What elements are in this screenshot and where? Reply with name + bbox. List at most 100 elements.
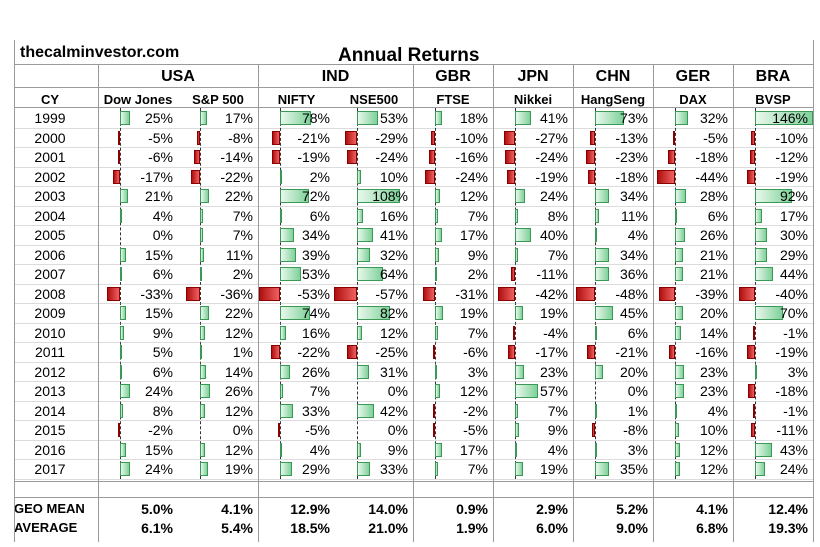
data-label: -16% bbox=[455, 149, 488, 165]
data-label: 24% bbox=[144, 461, 173, 477]
data-label: 19% bbox=[224, 461, 253, 477]
data-bar-positive bbox=[200, 384, 211, 398]
data-bar-positive bbox=[675, 384, 685, 398]
data-label: 17% bbox=[224, 110, 253, 126]
data-label: 24% bbox=[144, 383, 173, 399]
data-bar-positive bbox=[357, 403, 374, 418]
data-label: 1% bbox=[232, 344, 253, 360]
year-label: 1999 bbox=[34, 110, 66, 126]
data-bar-positive bbox=[435, 462, 438, 476]
data-label: -19% bbox=[775, 168, 808, 185]
data-label: -19% bbox=[775, 344, 808, 360]
data-bar-positive bbox=[357, 442, 361, 457]
data-label: 22% bbox=[224, 305, 253, 321]
data-bar-positive bbox=[120, 306, 126, 320]
year-label: 2015 bbox=[34, 422, 66, 438]
data-label: 9% bbox=[547, 422, 568, 438]
data-label: 23% bbox=[699, 383, 728, 399]
data-label: 10% bbox=[379, 168, 408, 185]
left-border bbox=[14, 40, 15, 542]
data-bar-positive bbox=[200, 345, 202, 359]
data-bar-positive bbox=[280, 306, 310, 320]
data-label: -11% bbox=[776, 422, 808, 438]
data-label: 9% bbox=[152, 324, 173, 341]
row-gridline bbox=[14, 264, 813, 265]
data-label: 2% bbox=[309, 168, 330, 185]
data-bar-positive bbox=[515, 364, 525, 379]
data-bar-positive bbox=[357, 169, 361, 184]
data-label: -16% bbox=[695, 344, 728, 360]
row-gridline bbox=[14, 283, 813, 285]
data-bar-positive bbox=[515, 111, 532, 125]
data-bar-positive bbox=[515, 247, 518, 262]
data-label: 23% bbox=[539, 363, 568, 380]
geo-mean-value: 4.1% bbox=[696, 501, 728, 517]
data-label: 7% bbox=[467, 461, 488, 477]
data-label: 23% bbox=[699, 363, 728, 380]
data-bar-positive bbox=[675, 364, 685, 379]
data-label: 33% bbox=[379, 461, 408, 477]
data-label: -18% bbox=[775, 383, 808, 399]
index-header: NSE500 bbox=[349, 92, 399, 107]
country-header: JPN bbox=[517, 68, 549, 85]
data-label: -29% bbox=[375, 129, 408, 146]
data-bar-positive bbox=[120, 364, 123, 379]
row-gridline bbox=[14, 186, 813, 187]
data-bar-positive bbox=[755, 228, 767, 242]
data-label: -19% bbox=[297, 149, 330, 165]
data-label: -36% bbox=[220, 285, 253, 302]
data-bar-positive bbox=[280, 267, 302, 281]
data-label: -8% bbox=[228, 129, 253, 146]
geo-mean-label: GEO MEAN bbox=[14, 501, 85, 516]
data-bar-positive bbox=[357, 111, 379, 125]
data-label: 0% bbox=[152, 227, 173, 243]
data-bar-positive bbox=[755, 247, 767, 262]
data-bar-positive bbox=[595, 111, 625, 125]
year-label: 2004 bbox=[34, 207, 66, 224]
data-bar-negative bbox=[753, 325, 755, 340]
data-label: 25% bbox=[144, 110, 173, 126]
data-bar-positive bbox=[595, 364, 603, 379]
data-bar-positive bbox=[120, 462, 130, 476]
geo-mean-value: 2.9% bbox=[536, 501, 568, 517]
data-bar-negative bbox=[753, 403, 755, 418]
data-label: 64% bbox=[379, 266, 408, 282]
data-bar-positive bbox=[675, 267, 684, 281]
row-gridline bbox=[14, 205, 813, 207]
data-label: -12% bbox=[775, 149, 808, 165]
geo-mean-value: 12.4% bbox=[768, 501, 808, 517]
data-bar-positive bbox=[120, 247, 126, 262]
data-bar-positive bbox=[755, 462, 765, 476]
data-bar-positive bbox=[595, 403, 597, 418]
data-bar-negative bbox=[505, 150, 515, 164]
data-bar-positive bbox=[755, 306, 783, 320]
data-label: 19% bbox=[539, 461, 568, 477]
data-label: -17% bbox=[140, 168, 173, 185]
row-gridline bbox=[14, 244, 813, 246]
data-bar-positive bbox=[200, 247, 205, 262]
geo-mean-value: 0.9% bbox=[456, 501, 488, 517]
year-label: 2001 bbox=[34, 149, 66, 165]
data-label: 78% bbox=[301, 110, 330, 126]
data-label: -57% bbox=[375, 285, 408, 302]
data-bar-negative bbox=[510, 267, 515, 281]
zero-axis bbox=[435, 108, 436, 479]
data-bar-positive bbox=[357, 462, 371, 476]
average-value: 21.0% bbox=[368, 520, 408, 536]
data-bar-positive bbox=[755, 364, 757, 379]
data-label: 16% bbox=[301, 324, 330, 341]
data-label: -10% bbox=[455, 129, 488, 146]
data-label: 82% bbox=[379, 305, 408, 321]
data-label: 4% bbox=[152, 207, 173, 224]
data-label: -2% bbox=[148, 422, 173, 438]
data-label: 7% bbox=[232, 227, 253, 243]
group-divider bbox=[733, 64, 734, 542]
data-bar-positive bbox=[280, 403, 294, 418]
data-label: 44% bbox=[779, 266, 808, 282]
data-bar-positive bbox=[120, 267, 123, 281]
data-bar-positive bbox=[675, 403, 677, 418]
data-bar-negative bbox=[271, 345, 280, 359]
data-label: 4% bbox=[627, 227, 648, 243]
data-label: -22% bbox=[297, 344, 330, 360]
